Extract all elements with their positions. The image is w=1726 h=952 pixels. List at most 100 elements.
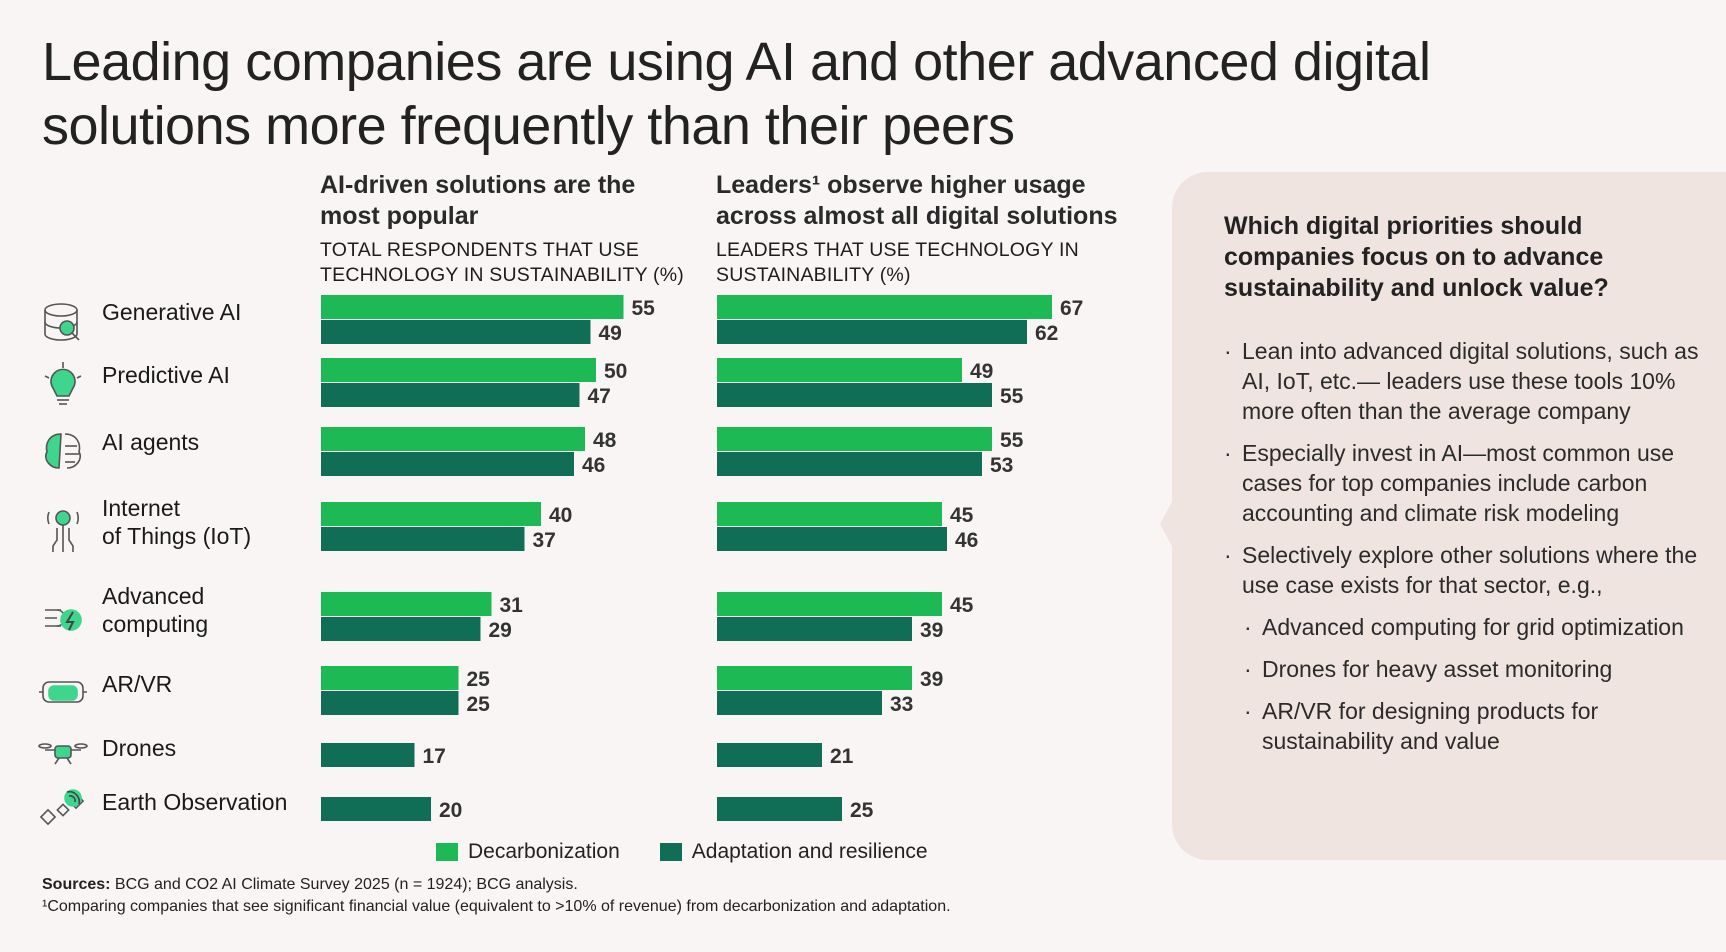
bar-value-label: 46 <box>582 454 605 477</box>
bar-decarbonization <box>321 427 585 451</box>
category-label: Advanced computing <box>102 583 208 637</box>
bar-value-label: 25 <box>850 799 874 822</box>
bar-group-total: 17 <box>321 743 446 768</box>
lightbulb-icon <box>44 362 82 405</box>
bar-adaptation <box>717 617 912 641</box>
legend-swatch-adaptation <box>659 843 682 861</box>
bar-adaptation <box>717 320 1027 344</box>
bar-value-label: 40 <box>549 504 572 527</box>
bar-value-label: 29 <box>489 619 512 642</box>
bar-value-label: 45 <box>950 504 974 527</box>
category-label: Predictive AI <box>102 362 230 388</box>
bar-decarbonization <box>717 427 992 451</box>
category-label: Generative AI <box>102 299 241 325</box>
bar-decarbonization <box>717 592 942 616</box>
database-search-icon <box>44 303 80 341</box>
page-title: Leading companies are using AI and other… <box>42 32 1431 156</box>
bar-group-total: 20 <box>321 797 462 822</box>
bar-decarbonization <box>321 358 596 382</box>
bar-value-label: 25 <box>467 668 491 691</box>
bar-value-label: 67 <box>1060 297 1083 320</box>
bar-adaptation <box>321 743 415 767</box>
brain-circuit-icon <box>44 433 82 469</box>
bar-decarbonization <box>321 295 624 319</box>
bar-value-label: 25 <box>467 693 491 716</box>
satellite-icon <box>39 789 85 826</box>
legend-label-adaptation: Adaptation and resilience <box>691 840 928 863</box>
bar-value-label: 17 <box>423 745 446 768</box>
computing-bolt-icon <box>45 609 82 631</box>
bar-value-label: 21 <box>830 745 854 768</box>
category-label: Internet of Things (IoT) <box>102 495 251 549</box>
right-chart-header: Leaders¹ observe higher usage across alm… <box>716 170 1136 288</box>
footnote: ¹Comparing companies that see significan… <box>42 898 951 915</box>
bar-group-leaders: 49 55 <box>717 358 1024 408</box>
bar-value-label: 50 <box>604 360 627 383</box>
sources-label: Sources: <box>42 876 111 893</box>
bar-value-label: 46 <box>955 529 978 552</box>
legend-swatch-decarbonization <box>436 843 458 861</box>
bar-value-label: 55 <box>1000 429 1024 452</box>
legend-item-adaptation: Adaptation and resilience <box>659 840 928 864</box>
bar-value-label: 55 <box>632 297 656 320</box>
bullet-item: Selectively explore other solutions wher… <box>1224 540 1704 600</box>
bar-adaptation <box>717 527 947 551</box>
bar-adaptation <box>321 527 525 551</box>
iot-antenna-icon <box>47 510 79 552</box>
panel-bullets: Lean into advanced digital solutions, su… <box>1224 336 1704 768</box>
bar-adaptation <box>321 691 459 715</box>
bar-adaptation <box>717 383 992 407</box>
right-chart-subtitle: LEADERS THAT USE TECHNOLOGY IN SUSTAINAB… <box>716 239 1079 286</box>
vr-headset-icon <box>39 681 87 703</box>
bar-group-total: 55 49 <box>321 295 655 345</box>
left-chart-subtitle: TOTAL RESPONDENTS THAT USE TECHNOLOGY IN… <box>320 239 684 286</box>
bar-decarbonization <box>321 592 492 616</box>
legend-label-decarbonization: Decarbonization <box>468 840 620 863</box>
panel-title: Which digital priorities should companie… <box>1224 212 1609 302</box>
sources-text: BCG and CO2 AI Climate Survey 2025 (n = … <box>110 876 578 893</box>
bar-adaptation <box>717 797 842 821</box>
bullet-item: Especially invest in AI—most common use … <box>1224 438 1704 528</box>
sub-bullet-item: AR/VR for designing products for sustain… <box>1244 696 1704 756</box>
bar-value-label: 31 <box>500 594 524 617</box>
bar-decarbonization <box>321 502 541 526</box>
sub-bullet-item: Advanced computing for grid optimization <box>1244 612 1704 642</box>
bar-adaptation <box>321 617 481 641</box>
bar-value-label: 53 <box>990 454 1013 477</box>
bar-value-label: 39 <box>920 668 943 691</box>
bar-value-label: 49 <box>599 322 622 345</box>
bar-adaptation <box>717 743 822 767</box>
bar-group-leaders: 45 39 <box>717 592 974 642</box>
left-chart-title: AI-driven solutions are the most popular <box>320 171 636 230</box>
bar-charts: 5549504748464037312925251720676249555553… <box>38 295 1083 826</box>
panel-notch <box>1160 498 1174 550</box>
bar-decarbonization <box>717 358 962 382</box>
bar-adaptation <box>321 383 580 407</box>
category-label: Earth Observation <box>102 789 287 815</box>
bullet-item: Lean into advanced digital solutions, su… <box>1224 336 1704 426</box>
bar-adaptation <box>321 320 591 344</box>
bar-value-label: 37 <box>533 529 556 552</box>
category-label: Drones <box>102 735 176 761</box>
bar-value-label: 39 <box>920 619 943 642</box>
legend: Decarbonization Adaptation and resilienc… <box>436 840 928 864</box>
bar-adaptation <box>717 452 982 476</box>
bar-decarbonization <box>321 666 459 690</box>
bar-value-label: 48 <box>593 429 617 452</box>
bar-adaptation <box>321 797 431 821</box>
bar-group-leaders: 25 <box>717 797 874 822</box>
bar-value-label: 33 <box>890 693 913 716</box>
bar-value-label: 55 <box>1000 385 1024 408</box>
bar-value-label: 49 <box>970 360 993 383</box>
sources-note: Sources: BCG and CO2 AI Climate Survey 2… <box>42 874 951 918</box>
bar-group-leaders: 21 <box>717 743 854 768</box>
bar-adaptation <box>717 691 882 715</box>
bar-adaptation <box>321 452 574 476</box>
bar-value-label: 20 <box>439 799 462 822</box>
